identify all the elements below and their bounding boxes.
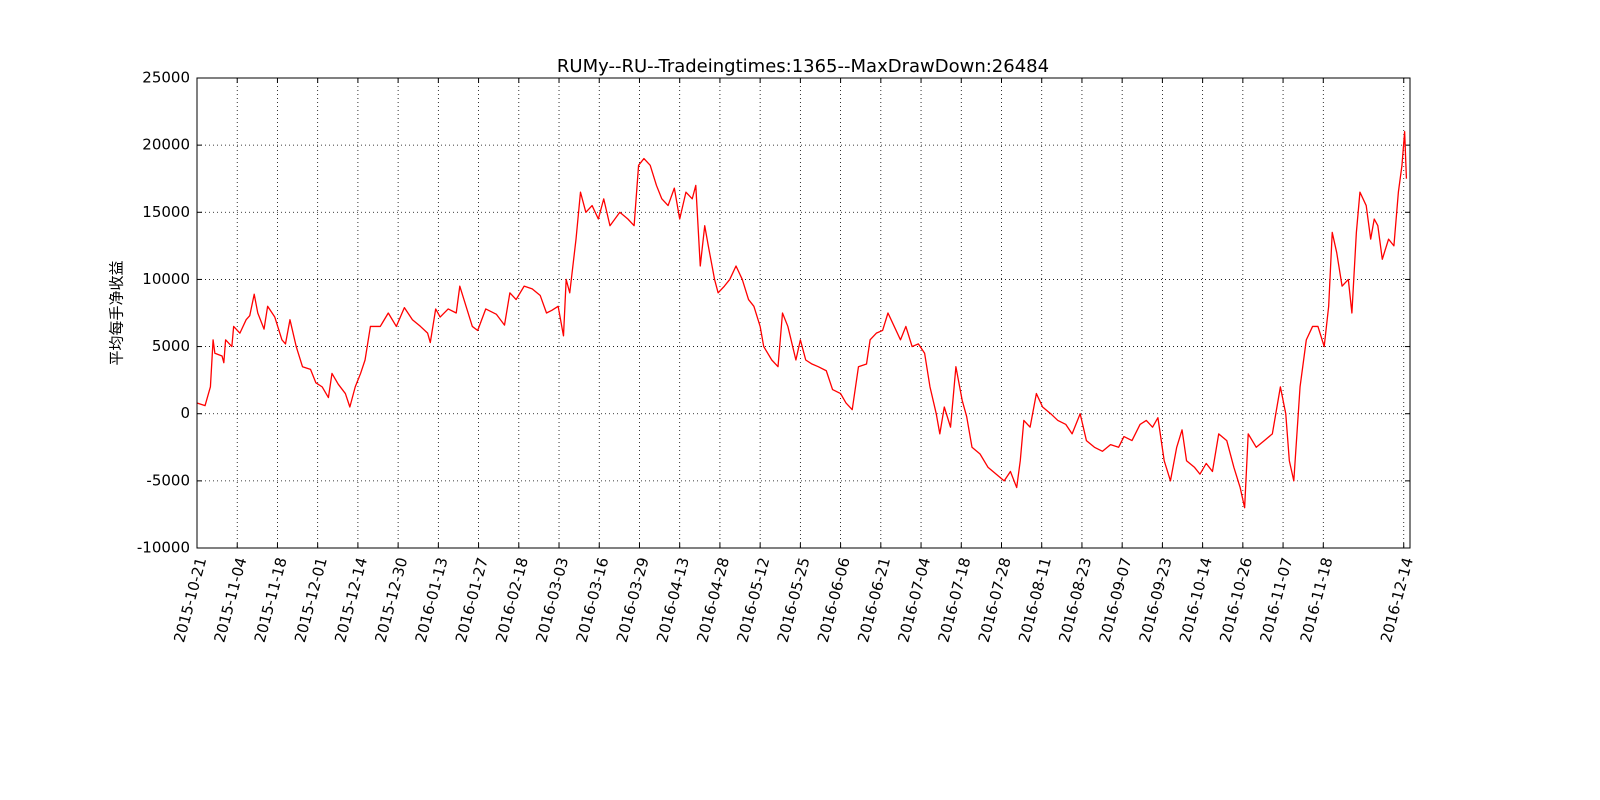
chart-title: RUMy--RU--Tradeingtimes:1365--MaxDrawDow… <box>557 56 1049 77</box>
line-series <box>196 131 1408 509</box>
plot-frame <box>196 77 1411 549</box>
y-tick-label: 20000 <box>142 136 190 154</box>
y-tick-label: 25000 <box>142 69 190 87</box>
y-tick-label: 5000 <box>152 337 190 355</box>
y-tick-label: 10000 <box>142 270 190 288</box>
y-tick-label: 15000 <box>142 203 190 221</box>
y-axis-label: 平均每手净收益 <box>108 260 126 365</box>
y-tick-label: 0 <box>180 404 190 422</box>
y-tick-label: -5000 <box>146 471 190 489</box>
y-tick-label: -10000 <box>137 539 190 557</box>
